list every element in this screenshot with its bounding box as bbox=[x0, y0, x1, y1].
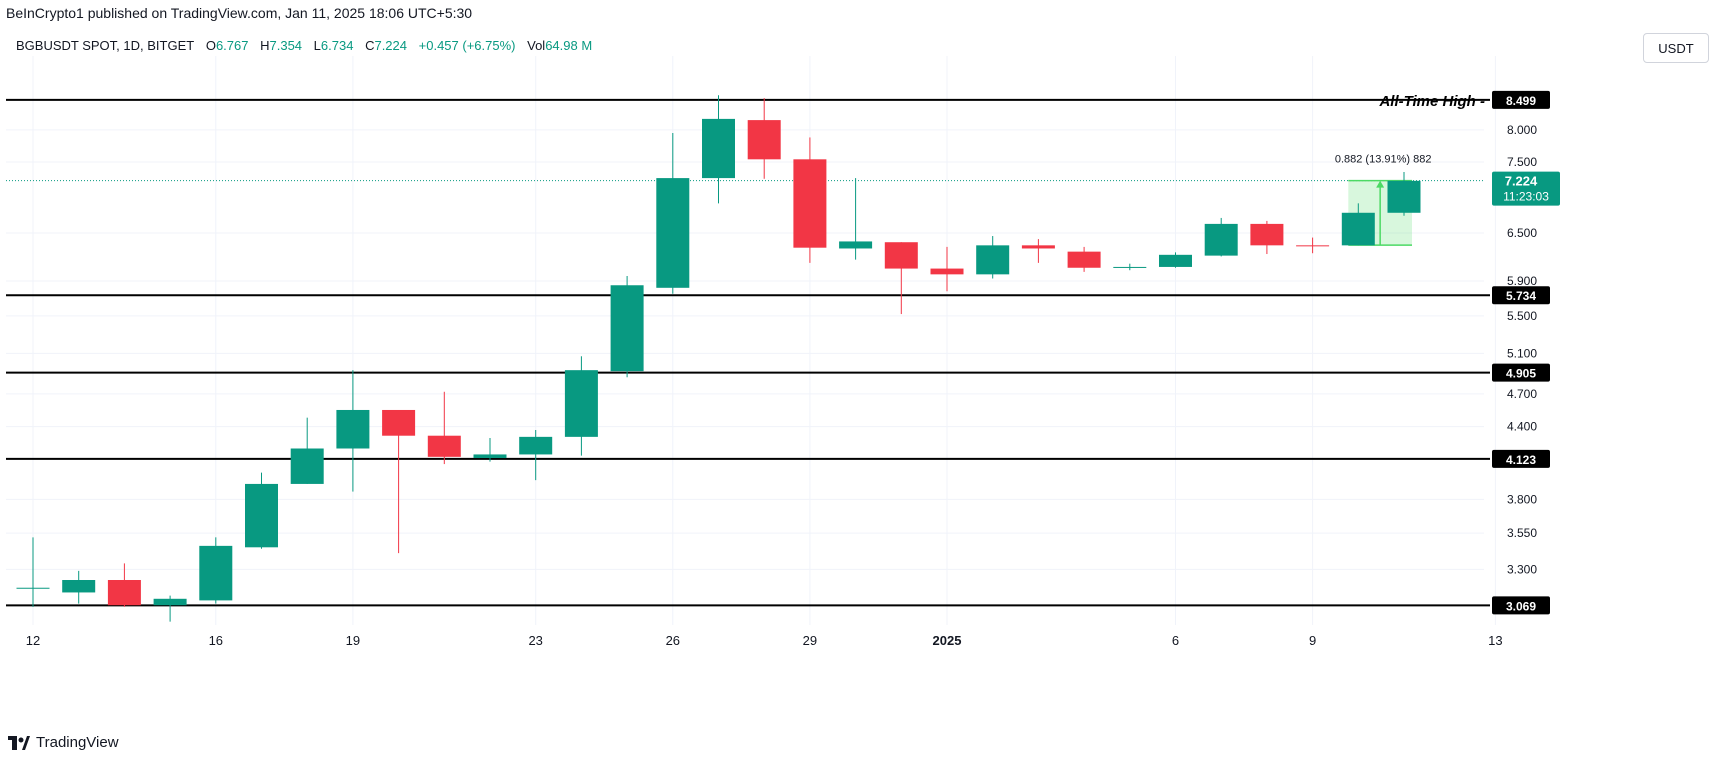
x-axis-tick-label: 6 bbox=[1172, 633, 1179, 648]
publisher-attribution: BeInCrypto1 published on TradingView.com… bbox=[6, 5, 473, 21]
candle-body[interactable] bbox=[1204, 223, 1238, 256]
x-axis-tick-label: 2025 bbox=[933, 633, 962, 648]
low-value: 6.734 bbox=[320, 38, 354, 53]
open-label: O bbox=[205, 38, 216, 53]
level-price-badge bbox=[1492, 363, 1550, 382]
volume-label: Vol bbox=[527, 38, 546, 53]
candle-body[interactable] bbox=[1067, 251, 1101, 268]
candle-body[interactable] bbox=[884, 242, 918, 269]
candle-body[interactable] bbox=[793, 159, 827, 248]
candle-body[interactable] bbox=[702, 118, 735, 179]
high-label: H bbox=[260, 38, 270, 53]
candle-body[interactable] bbox=[930, 268, 964, 275]
measure-label: 0.882 (13.91%) 882 bbox=[1335, 154, 1432, 166]
x-axis-tick-label: 23 bbox=[528, 633, 542, 648]
close-label: C bbox=[365, 38, 375, 53]
y-axis-tick-label: 6.500 bbox=[1507, 226, 1537, 240]
close-value: 7.224 bbox=[374, 38, 408, 53]
candle-body[interactable] bbox=[1250, 223, 1284, 246]
change-value: +0.457 (+6.75%) bbox=[418, 38, 516, 53]
level-price-label: 4.905 bbox=[1506, 367, 1536, 381]
level-price-label: 5.734 bbox=[1506, 289, 1536, 303]
current-price-badge bbox=[1492, 171, 1560, 206]
candle-body[interactable] bbox=[62, 580, 96, 593]
x-axis-tick-label: 26 bbox=[666, 633, 680, 648]
y-axis-tick-label: 3.800 bbox=[1507, 492, 1537, 506]
low-label: L bbox=[313, 38, 321, 53]
bar-countdown-label: 11:23:03 bbox=[1503, 190, 1549, 204]
candle-body[interactable] bbox=[1341, 212, 1375, 246]
candle-body[interactable] bbox=[336, 409, 370, 449]
candle-body[interactable] bbox=[427, 435, 461, 457]
level-price-badge bbox=[1492, 449, 1550, 468]
candle-body[interactable] bbox=[199, 545, 233, 601]
y-axis-tick-label: 3.300 bbox=[1507, 562, 1537, 576]
candle-body[interactable] bbox=[747, 120, 781, 160]
candle-body[interactable] bbox=[290, 448, 324, 484]
candle-body[interactable] bbox=[473, 454, 507, 459]
y-axis-tick-label: 5.500 bbox=[1507, 309, 1537, 323]
x-axis-tick-label: 12 bbox=[26, 633, 40, 648]
level-annotation: All-Time High - bbox=[1378, 93, 1485, 110]
candle-body[interactable] bbox=[1113, 266, 1147, 268]
candle-body[interactable] bbox=[245, 483, 278, 548]
candle-body[interactable] bbox=[382, 409, 416, 436]
candle-body[interactable] bbox=[1387, 180, 1421, 213]
level-price-label: 8.499 bbox=[1506, 94, 1536, 108]
candle-body[interactable] bbox=[839, 241, 873, 249]
y-axis-tick-label: 8.000 bbox=[1507, 123, 1537, 137]
x-axis-tick-label: 13 bbox=[1488, 633, 1502, 648]
candle-body[interactable] bbox=[1021, 245, 1055, 249]
y-axis-tick-label: 5.900 bbox=[1507, 274, 1537, 288]
y-axis-tick-label: 4.700 bbox=[1507, 387, 1537, 401]
y-axis-tick-label: 7.500 bbox=[1507, 155, 1537, 169]
y-axis-tick-label: 4.400 bbox=[1507, 420, 1537, 434]
x-axis-tick-label: 19 bbox=[346, 633, 360, 648]
measure-arrow-head bbox=[1376, 180, 1385, 188]
open-value: 6.767 bbox=[215, 38, 249, 53]
x-axis-tick-label: 9 bbox=[1309, 633, 1316, 648]
candle-body[interactable] bbox=[1296, 245, 1330, 247]
currency-button[interactable]: USDT bbox=[1643, 33, 1709, 63]
y-axis-tick-label: 5.100 bbox=[1507, 346, 1537, 360]
level-price-badge bbox=[1492, 286, 1550, 305]
candle-body[interactable] bbox=[519, 436, 553, 455]
high-value: 7.354 bbox=[269, 38, 303, 53]
symbol-legend: BGBUSDT SPOT, 1D, BITGET O6.767 H7.354 L… bbox=[16, 38, 592, 53]
candle-body[interactable] bbox=[656, 178, 690, 288]
level-price-badge bbox=[1492, 596, 1550, 615]
candle-body[interactable] bbox=[1159, 254, 1192, 267]
candle-body[interactable] bbox=[564, 370, 598, 437]
candle-body[interactable] bbox=[16, 587, 50, 589]
candle-body[interactable] bbox=[153, 598, 187, 606]
x-axis-tick-label: 16 bbox=[209, 633, 223, 648]
x-axis-tick-label: 29 bbox=[803, 633, 817, 648]
candle-body[interactable] bbox=[107, 580, 141, 606]
candle-body[interactable] bbox=[976, 245, 1010, 275]
level-price-label: 3.069 bbox=[1506, 599, 1536, 613]
tradingview-logo[interactable]: TradingView bbox=[8, 734, 119, 751]
y-axis-tick-label: 3.550 bbox=[1507, 526, 1537, 540]
level-price-badge bbox=[1492, 90, 1550, 109]
tradingview-logo-icon bbox=[8, 735, 30, 750]
candle-body[interactable] bbox=[610, 285, 644, 372]
tradingview-logo-text: TradingView bbox=[36, 734, 119, 751]
current-price-label: 7.224 bbox=[1505, 174, 1538, 189]
volume-value: 64.98 M bbox=[545, 38, 593, 53]
level-price-label: 4.123 bbox=[1506, 453, 1536, 467]
symbol-name: BGBUSDT SPOT, 1D, BITGET bbox=[16, 38, 195, 53]
